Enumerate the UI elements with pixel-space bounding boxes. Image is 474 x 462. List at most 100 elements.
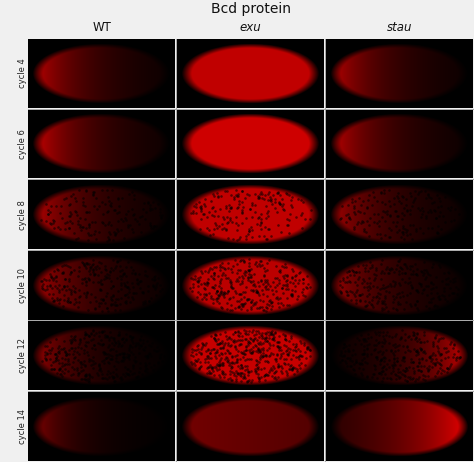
Point	[66, 218, 74, 225]
Point	[65, 225, 73, 232]
Point	[97, 286, 104, 293]
Point	[138, 288, 146, 296]
Point	[239, 203, 247, 211]
Point	[440, 287, 448, 294]
Point	[139, 288, 147, 296]
Point	[227, 215, 234, 222]
Point	[398, 216, 406, 223]
Point	[363, 218, 371, 225]
Point	[52, 335, 60, 342]
Point	[443, 369, 451, 376]
Point	[117, 226, 125, 233]
Point	[71, 365, 78, 373]
Point	[139, 345, 146, 353]
Point	[394, 366, 402, 373]
Point	[116, 256, 124, 264]
Point	[274, 338, 282, 346]
Point	[216, 360, 224, 368]
Point	[223, 299, 231, 307]
Point	[261, 306, 268, 314]
Point	[197, 225, 204, 233]
Point	[213, 295, 221, 302]
Point	[82, 265, 90, 272]
Point	[344, 211, 351, 218]
Point	[237, 300, 245, 308]
Point	[255, 194, 263, 201]
Point	[248, 199, 255, 207]
Point	[415, 358, 422, 365]
Point	[434, 222, 442, 230]
Point	[80, 260, 88, 267]
Point	[85, 378, 93, 385]
Point	[244, 378, 251, 386]
Point	[48, 295, 55, 302]
Point	[360, 261, 367, 269]
Point	[300, 340, 307, 347]
Point	[365, 283, 373, 290]
Point	[219, 359, 227, 366]
Point	[228, 377, 236, 384]
Point	[237, 340, 244, 347]
Point	[228, 306, 236, 314]
Point	[49, 298, 57, 305]
Point	[426, 193, 433, 201]
Point	[38, 284, 46, 292]
Point	[344, 201, 351, 208]
Point	[379, 364, 386, 371]
Point	[80, 334, 88, 342]
Point	[82, 293, 89, 301]
Point	[50, 275, 57, 282]
Point	[338, 356, 346, 364]
Point	[103, 334, 111, 341]
Point	[234, 226, 241, 234]
Point	[90, 188, 98, 195]
Point	[209, 265, 216, 273]
Point	[373, 355, 381, 363]
Point	[98, 328, 106, 336]
Point	[449, 278, 456, 285]
Point	[433, 228, 441, 236]
Point	[123, 284, 131, 291]
Point	[401, 235, 408, 243]
Point	[396, 281, 404, 288]
Point	[421, 376, 429, 383]
Point	[257, 188, 264, 195]
Point	[205, 266, 213, 274]
Point	[439, 213, 447, 220]
Point	[290, 340, 297, 347]
Point	[84, 236, 91, 243]
Point	[49, 291, 57, 298]
Point	[381, 231, 389, 238]
Point	[407, 281, 415, 289]
Point	[234, 303, 242, 310]
Point	[99, 210, 107, 218]
Point	[430, 206, 438, 213]
Point	[381, 208, 388, 216]
Point	[227, 203, 234, 210]
Point	[87, 271, 94, 278]
Point	[292, 341, 300, 348]
Point	[195, 199, 203, 206]
Point	[188, 345, 196, 353]
Point	[422, 194, 430, 201]
Point	[234, 277, 242, 285]
Point	[365, 196, 372, 204]
Point	[395, 197, 403, 205]
Point	[374, 339, 382, 346]
Point	[41, 351, 49, 359]
Point	[119, 353, 127, 360]
Point	[91, 293, 99, 301]
Point	[241, 257, 248, 265]
Point	[123, 370, 130, 377]
Point	[222, 350, 229, 357]
Point	[442, 275, 450, 283]
Point	[401, 349, 409, 356]
Point	[283, 221, 291, 229]
Point	[267, 331, 275, 338]
Point	[225, 342, 232, 349]
Point	[129, 333, 137, 340]
Point	[266, 341, 274, 348]
Point	[67, 268, 74, 275]
Point	[277, 229, 285, 236]
Point	[209, 203, 216, 210]
